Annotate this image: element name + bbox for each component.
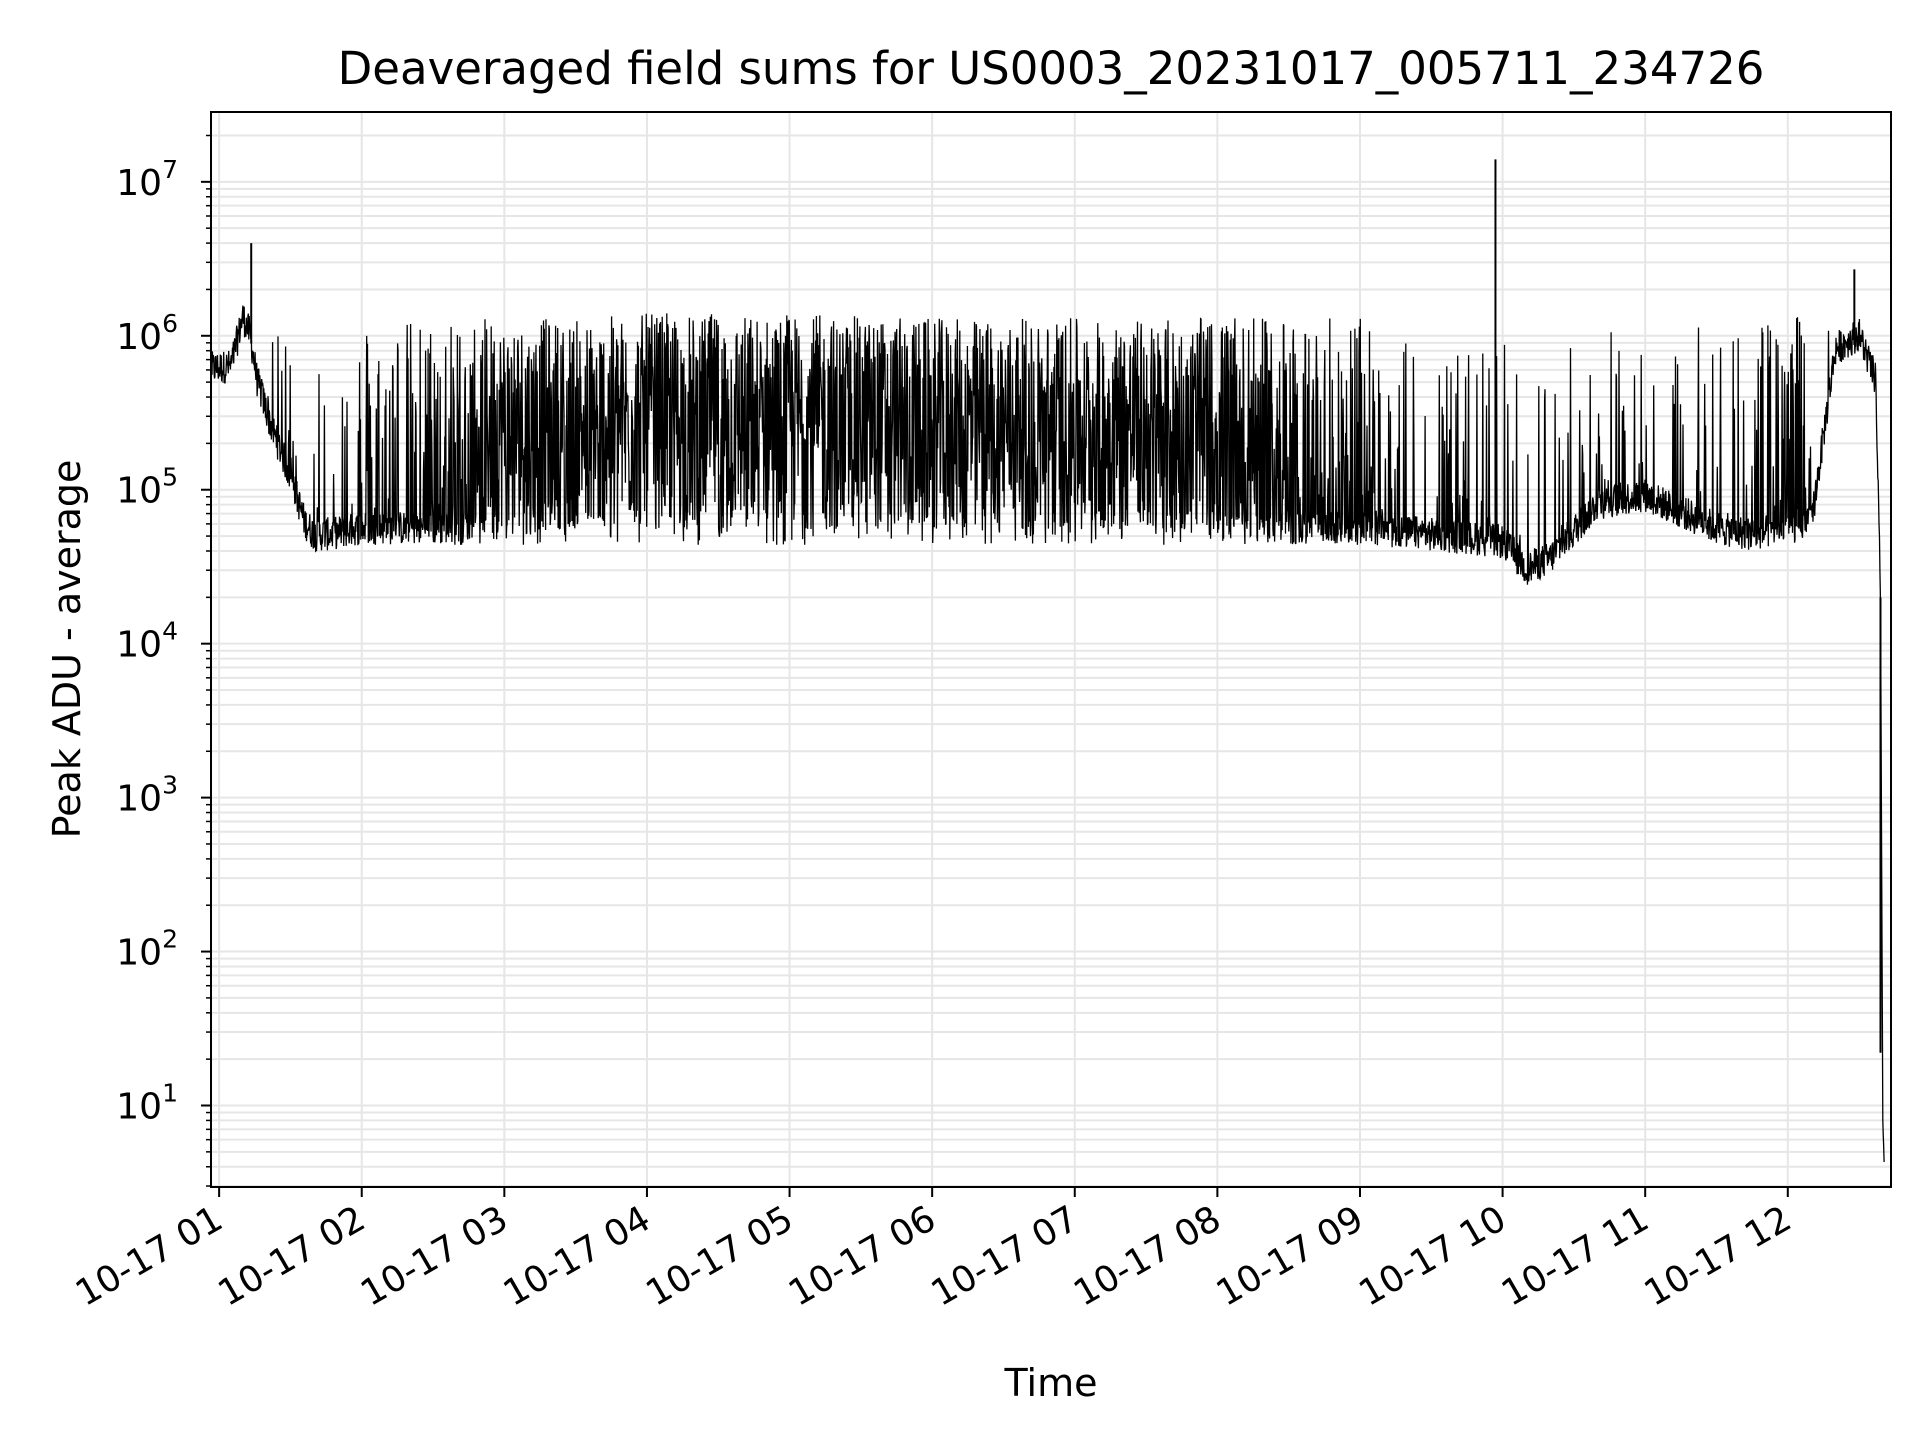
x-tick-label: 10-17 08 bbox=[1067, 1198, 1228, 1314]
y-tick-label: 106 bbox=[116, 309, 178, 358]
x-tick-label: 10-17 07 bbox=[925, 1198, 1086, 1314]
x-tick-label: 10-17 05 bbox=[639, 1198, 800, 1314]
x-tick-label: 10-17 09 bbox=[1210, 1198, 1371, 1314]
y-tick-label: 103 bbox=[116, 771, 178, 820]
x-axis-label: Time bbox=[1004, 1361, 1098, 1405]
y-tick-label: 101 bbox=[116, 1079, 178, 1128]
y-axis-label: Peak ADU - average bbox=[45, 460, 89, 839]
plot-frame bbox=[210, 111, 1892, 1188]
y-tick-label: 104 bbox=[116, 617, 178, 666]
y-tick-label: 107 bbox=[116, 155, 178, 204]
x-tick-label: 10-17 04 bbox=[497, 1198, 658, 1314]
x-tick-label: 10-17 03 bbox=[354, 1198, 515, 1314]
grid-layer bbox=[212, 113, 1890, 1187]
x-tick-label: 10-17 10 bbox=[1352, 1198, 1513, 1314]
y-tick-label: 102 bbox=[116, 925, 178, 974]
x-tick-label: 10-17 11 bbox=[1495, 1198, 1656, 1314]
chart-title: Deaveraged field sums for US0003_2023101… bbox=[338, 42, 1765, 95]
x-tick-label: 10-17 06 bbox=[782, 1198, 943, 1314]
y-tick-label: 105 bbox=[116, 463, 178, 512]
data-layer bbox=[211, 159, 1885, 1163]
series-trace bbox=[211, 305, 1885, 1163]
x-tick-label: 10-17 12 bbox=[1638, 1198, 1799, 1314]
x-tick-label: 10-17 01 bbox=[69, 1198, 230, 1314]
x-tick-label: 10-17 02 bbox=[212, 1198, 373, 1314]
